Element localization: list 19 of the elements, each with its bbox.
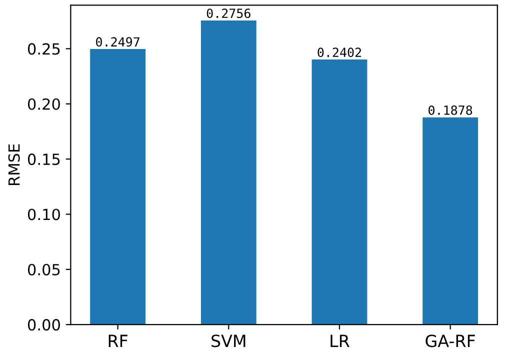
y-tick-label: 0.25 xyxy=(28,43,60,55)
bar xyxy=(422,117,478,325)
y-tick-label: 0.20 xyxy=(28,98,60,110)
y-tick-label: 0.05 xyxy=(28,264,60,276)
x-tick-label: GA-RF xyxy=(426,334,475,348)
x-tick-label: RF xyxy=(108,334,128,347)
y-tick-label: 0.10 xyxy=(28,208,60,220)
x-tick-label: LR xyxy=(330,334,350,347)
y-axis-title: RMSE xyxy=(8,144,20,185)
bar xyxy=(200,20,256,325)
y-tick-label: 0.15 xyxy=(28,154,60,166)
bar xyxy=(90,49,146,325)
x-tick-label: SVM xyxy=(212,334,246,348)
data-label: 0.2497 xyxy=(96,37,140,47)
data-label: 0.2756 xyxy=(206,8,250,18)
y-tick-label: 0.00 xyxy=(28,319,60,331)
bar xyxy=(312,60,368,325)
data-label: 0.1878 xyxy=(428,105,472,115)
data-label: 0.2402 xyxy=(318,48,361,58)
